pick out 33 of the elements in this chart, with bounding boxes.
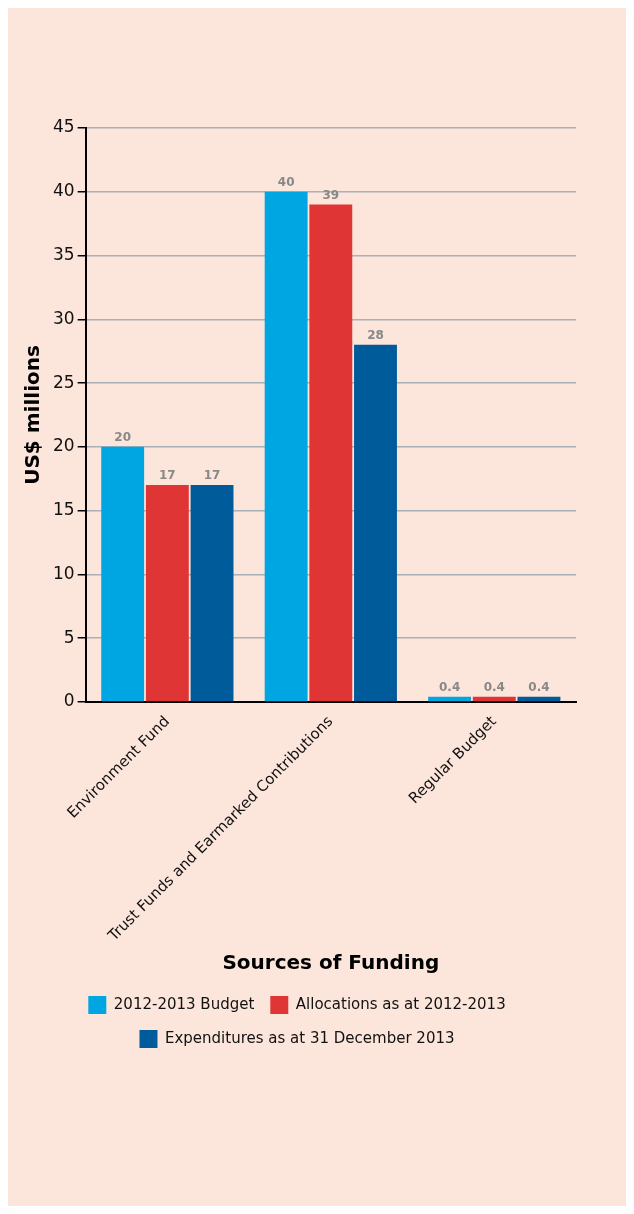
data-label: 0.4 [438,679,461,694]
data-label: 28 [367,327,384,342]
bar [101,446,145,702]
y-tick-label: 40 [52,180,75,201]
y-tick-label: 45 [52,116,75,137]
data-label: 40 [277,174,295,189]
bar [264,191,308,702]
data-label: 17 [203,468,221,483]
y-tick-label: 15 [52,499,75,520]
y-tick-label: 30 [52,307,75,328]
data-label: 0.4 [483,679,505,694]
data-label: 20 [114,429,132,444]
y-tick-label: 0 [63,690,75,711]
data-label: 17 [159,468,176,483]
legend-label: Allocations as at 2012-2013 [295,994,506,1013]
bar [428,696,472,702]
x-axis-title: Sources of Funding [222,950,440,975]
bar [517,696,561,702]
bar [354,344,397,702]
y-tick-label: 10 [52,562,75,583]
y-tick-label: 25 [52,371,75,392]
bar [472,696,516,702]
data-label: 0.4 [528,679,550,694]
legend-label: 2012-2013 Budget [113,994,255,1013]
bar [309,204,353,702]
legend-label: Expenditures as at 31 December 2013 [164,1028,455,1047]
y-tick-label: 20 [52,435,75,456]
y-tick-label: 5 [63,626,75,647]
y-axis-title: US$ millions [20,345,45,485]
bar [145,485,189,702]
bar [190,485,234,702]
y-tick-label: 35 [52,243,75,264]
data-label: 39 [322,187,340,202]
